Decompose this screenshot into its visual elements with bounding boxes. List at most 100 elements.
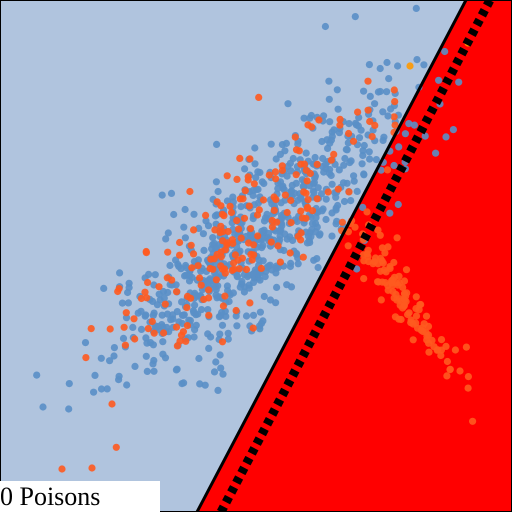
clean-point <box>214 187 222 196</box>
clean-point <box>449 126 457 134</box>
clean-point <box>195 354 203 363</box>
decision-boundary-line <box>195 0 468 512</box>
clean-point <box>280 186 288 194</box>
clean-point <box>167 316 175 324</box>
clean-point <box>180 379 188 387</box>
clean-point <box>142 352 150 360</box>
target-point <box>247 225 255 233</box>
target-point <box>217 248 225 256</box>
clean-point <box>238 277 246 286</box>
target-point <box>364 246 372 254</box>
clean-point <box>110 352 118 360</box>
clean-point <box>249 278 258 286</box>
target-point <box>270 193 278 201</box>
clean-point <box>294 260 302 268</box>
target-point <box>370 258 379 266</box>
target-point <box>292 171 300 179</box>
clean-point <box>311 153 319 162</box>
target-point <box>400 301 408 309</box>
target-point <box>391 98 399 106</box>
clean-point <box>181 272 189 280</box>
clean-point <box>256 168 264 177</box>
clean-point <box>325 95 333 103</box>
clean-point <box>149 311 157 319</box>
target-point <box>391 313 399 321</box>
clean-point <box>178 298 186 306</box>
clean-point <box>346 159 354 167</box>
target-point <box>122 309 130 317</box>
clean-point <box>207 333 215 341</box>
target-point <box>233 175 241 183</box>
target-point <box>338 218 346 226</box>
clean-point <box>281 147 289 155</box>
target-point <box>371 121 379 129</box>
clean-point <box>210 368 219 376</box>
target-point <box>345 188 353 196</box>
target-point <box>187 241 195 249</box>
target-point <box>272 175 280 183</box>
clean-point <box>334 105 342 113</box>
target-point <box>297 207 305 215</box>
clean-point <box>191 301 199 309</box>
clean-point <box>412 4 420 12</box>
clean-point <box>118 299 126 307</box>
target-point <box>209 265 217 273</box>
target-point <box>238 254 246 262</box>
clean-point <box>163 310 172 318</box>
target-point <box>144 325 152 333</box>
target-point <box>242 265 251 274</box>
target-point <box>400 295 408 303</box>
target-point <box>405 309 413 317</box>
clean-point <box>163 323 171 332</box>
clean-point <box>255 322 264 330</box>
target-point <box>248 256 256 264</box>
clean-point <box>97 385 106 393</box>
clean-point <box>125 284 133 292</box>
target-point <box>196 274 204 282</box>
target-point <box>390 273 399 281</box>
clean-point <box>328 232 336 240</box>
clean-point <box>237 203 245 211</box>
target-point <box>240 214 249 222</box>
clean-point <box>192 321 200 329</box>
target-point <box>360 275 368 283</box>
clean-point <box>328 209 336 217</box>
target-point <box>143 294 151 302</box>
clean-point <box>371 100 379 108</box>
target-point <box>464 373 472 381</box>
clean-point <box>292 179 300 187</box>
target-point <box>163 274 171 282</box>
clean-point <box>172 366 180 374</box>
clean-point <box>201 381 209 389</box>
target-point <box>226 202 234 210</box>
target-point <box>250 180 258 188</box>
target-point <box>303 204 311 212</box>
clean-point <box>190 210 198 218</box>
clean-point <box>341 154 349 163</box>
target-point <box>114 287 122 296</box>
target-point <box>141 288 149 296</box>
target-point <box>183 304 191 312</box>
target-point <box>390 258 398 267</box>
clean-point <box>311 174 319 182</box>
target-point <box>377 296 385 304</box>
target-point <box>235 265 243 273</box>
target-point <box>217 253 225 261</box>
clean-point <box>322 164 330 173</box>
target-point <box>172 323 181 331</box>
target-point <box>395 279 404 287</box>
clean-point <box>245 284 253 292</box>
clean-point <box>274 264 282 272</box>
clean-point <box>103 385 111 393</box>
clean-point <box>158 191 166 199</box>
clean-point <box>283 172 291 180</box>
clean-point <box>276 232 284 240</box>
clean-point <box>309 187 317 195</box>
clean-point <box>149 360 157 368</box>
target-point <box>190 226 198 234</box>
clean-point <box>162 235 170 243</box>
clean-point <box>173 308 181 316</box>
target-point <box>106 325 114 333</box>
target-point <box>424 331 433 339</box>
clean-point <box>100 284 108 292</box>
